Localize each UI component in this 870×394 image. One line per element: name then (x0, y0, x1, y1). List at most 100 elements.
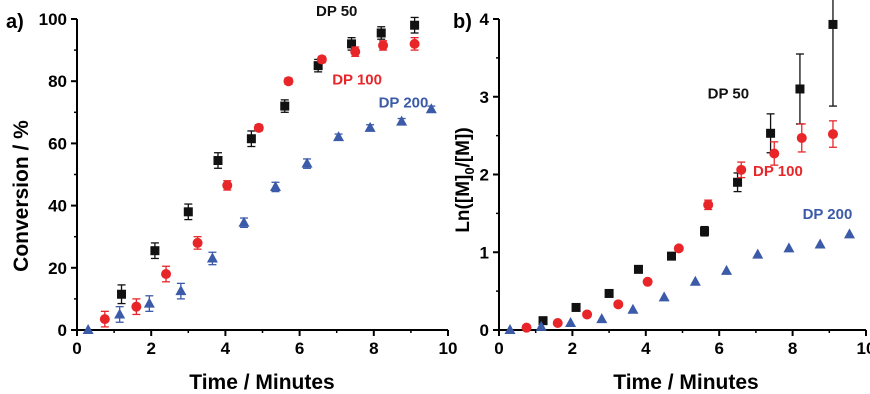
panel-a-dp-100-point (409, 38, 420, 49)
panel-a-dp-200-point (333, 131, 345, 142)
panel-a-dp-200-point (82, 324, 94, 334)
panel-b-annotation-dp-100: DP 100 (753, 163, 803, 180)
panel-b-dp-50-point (766, 128, 776, 138)
panel-b-dp-100-point (673, 243, 684, 254)
panel-b-x-axis-title: Time / Minutes (613, 371, 758, 394)
panel-a-dp-100-point (350, 46, 361, 57)
panel-a-x-tick-label: 6 (295, 339, 304, 358)
panel-a-x-tick-label: 4 (221, 339, 231, 358)
panel-b-y-axis-title-part-1: Ln([M] (453, 175, 474, 233)
panel-a-x-tick-label: 2 (146, 339, 155, 358)
panel-b-dp-100-point (827, 129, 838, 140)
panel-b-dp-200-point (843, 228, 855, 239)
panel-b-y-axis-title: Ln([M]0/[M]) (453, 127, 477, 232)
panel-b-x-tick-label: 8 (788, 339, 797, 358)
panel-a-y-axis-title: Conversion / % (10, 120, 33, 272)
panel-a-y-tick-label: 40 (48, 197, 67, 216)
panel-b-y-tick-label: 4 (480, 10, 490, 29)
panel-b-y-axis-title-part-2: /[M]) (453, 127, 474, 167)
panel-b-dp-50-point (733, 177, 743, 187)
panel-b-dp-200-point (752, 248, 764, 259)
panel-b-dp-200-point (535, 320, 547, 331)
panel-b-dp-50-point (795, 84, 805, 94)
panel-a-y-tick-label: 0 (58, 321, 67, 340)
panel-b-dp-50-point (828, 19, 838, 29)
panel-a-dp-50-point (313, 61, 323, 71)
panel-a-dp-100-point (222, 180, 233, 191)
panel-b-x-tick-label: 4 (641, 339, 651, 358)
panel-b-x-tick-label: 2 (568, 339, 577, 358)
panel-a-dp-50-point (376, 28, 386, 38)
panel-a-dp-200-point (175, 285, 187, 296)
panel-a-dp-50-point (246, 134, 256, 144)
panel-a-dp-100-point (161, 269, 172, 280)
panel-a-dp-100-point (99, 314, 110, 325)
panel-b-y-tick-label: 3 (480, 88, 489, 107)
panel-a-dp-50-point (347, 39, 357, 49)
panel-a-annotation-dp-50: DP 50 (316, 3, 357, 20)
panel-b-dp-50-point (604, 288, 614, 298)
panel-b-y-tick-label: 2 (480, 166, 489, 185)
panel-b: b) Ln([M]0/[M]) Time / Minutes 024681001… (453, 0, 870, 394)
panel-a-dp-100-point (253, 122, 264, 133)
panel-b-dp-100-point (736, 164, 747, 175)
panel-b-dp-200-point (783, 242, 795, 253)
panel-a-dp-100-point (378, 40, 389, 51)
panel-a-dp-50-point (183, 207, 193, 217)
panel-b-dp-200-point (504, 324, 516, 334)
panel-b-x-tick-label: 0 (494, 339, 503, 358)
panel-b-dp-200-point (689, 275, 701, 286)
panel-a-dp-200-point (206, 252, 218, 263)
panel-b-dp-50-point (633, 264, 643, 274)
panel-b-annotation-dp-50: DP 50 (708, 85, 749, 102)
panel-b-dp-100-point (796, 132, 807, 143)
panel-b-dp-100-point (642, 276, 653, 287)
panel-a-dp-100-point (283, 76, 294, 87)
panel-a-annotation-dp-200: DP 200 (379, 95, 429, 112)
panel-a-dp-200-point (301, 157, 313, 168)
panel-a-dp-50-point (213, 156, 223, 166)
panel-b-dp-100-point (582, 309, 593, 320)
panel-a-dp-200-point (114, 308, 126, 319)
panel-b-dp-100-point (769, 148, 780, 159)
panel-a-dp-100-point (192, 237, 203, 248)
panel-a-y-tick-label: 60 (48, 134, 67, 153)
panel-a-dp-200-point (364, 121, 376, 132)
panel-b-dp-200-point (596, 313, 608, 324)
panel-b-x-tick-label: 6 (714, 339, 723, 358)
panel-a-dp-200-point (269, 180, 281, 191)
panel-a-dp-50-point (117, 289, 127, 299)
panel-a-annotation-dp-100: DP 100 (332, 71, 382, 88)
panel-b-dp-200-point (565, 317, 577, 328)
panel-b-label: b) (453, 11, 472, 33)
panel-b-dp-100-point (703, 199, 714, 210)
panel-a-x-tick-label: 10 (439, 339, 458, 358)
panel-a-x-tick-label: 8 (369, 339, 378, 358)
panel-a-label: a) (6, 11, 24, 33)
panel-b-dp-200-point (658, 291, 670, 302)
panel-b-dp-100-point (521, 322, 532, 333)
panel-b-y-tick-label: 1 (480, 243, 489, 262)
panel-b-dp-50-point (571, 302, 581, 312)
panel-b-y-axis-title-subscript: 0 (462, 167, 477, 174)
panel-b-dp-100-point (613, 299, 624, 310)
panel-a-y-tick-label: 20 (48, 259, 67, 278)
panel-a-dp-50-point (150, 246, 160, 256)
panel-a-dp-200-point (425, 103, 437, 114)
panel-b-x-tick-label: 10 (857, 339, 870, 358)
panel-b-dp-200-point (627, 303, 639, 314)
panel-a-dp-200-point (143, 297, 155, 308)
panel-a: a) Conversion / % Time / Minutes 0 2 4 6 8 10… (6, 3, 457, 394)
panel-a-dp-100-point (316, 54, 327, 65)
panel-b-dp-200-point (721, 264, 733, 275)
panel-a-dp-50-point (280, 101, 290, 111)
panel-a-dp-100-point (131, 301, 142, 312)
panel-a-dp-200-point (238, 216, 250, 227)
panel-a-y-tick-label: 80 (48, 72, 67, 91)
panel-b-dp-50-point (538, 316, 548, 326)
panel-a-x-tick-label: 0 (72, 339, 81, 358)
panel-b-dp-50-point (700, 226, 710, 236)
panel-a-x-axis-title: Time / Minutes (189, 371, 334, 394)
panel-a-dp-200-point (396, 115, 408, 126)
